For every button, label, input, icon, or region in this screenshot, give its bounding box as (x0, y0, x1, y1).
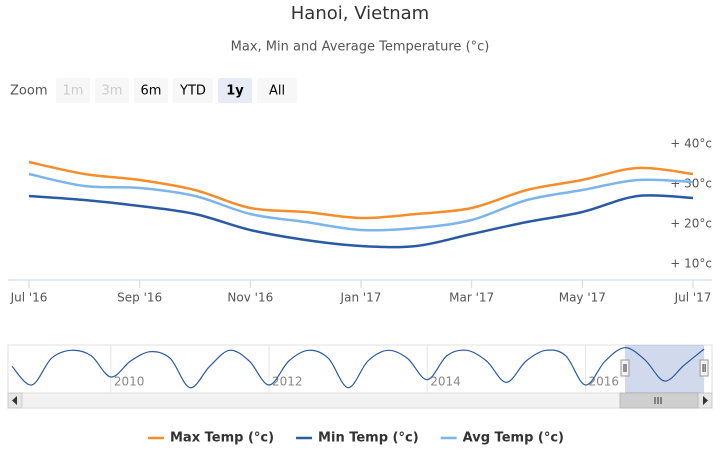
navigator-handle[interactable] (620, 359, 630, 377)
legend-item[interactable]: Max Temp (°c) (148, 431, 274, 446)
handle-grip (623, 364, 627, 372)
y-tick-label: + 10°c (670, 257, 712, 271)
legend-label: Max Temp (°c) (170, 431, 274, 446)
range-button[interactable]: All (257, 78, 297, 103)
legend-item[interactable]: Min Temp (°c) (296, 431, 419, 446)
x-tick-label: Mar '17 (449, 291, 494, 305)
range-button-label: 1y (226, 84, 244, 99)
navigator-frame (7, 344, 713, 394)
range-button-bg (218, 78, 252, 103)
legend-label: Min Temp (°c) (318, 431, 419, 446)
thumb-grip (654, 397, 662, 404)
navigator-line (11, 347, 705, 389)
x-tick-label: May '17 (559, 291, 606, 305)
legend-item[interactable]: Avg Temp (°c) (440, 431, 564, 446)
navigator-tick-label: 2012 (272, 375, 303, 389)
y-tick-label: + 20°c (670, 217, 712, 231)
scrollbar-track[interactable] (7, 392, 713, 409)
navigator-tick-label: 2010 (114, 375, 145, 389)
navigator-handle[interactable] (699, 359, 709, 377)
series-line (28, 160, 694, 220)
chart-title: Hanoi, Vietnam (291, 3, 429, 24)
range-button: 1m (56, 78, 90, 103)
range-button-label: 1m (63, 84, 84, 99)
range-button-label: 3m (102, 84, 123, 99)
range-button-label: YTD (179, 84, 206, 99)
x-tick-label: Jul '17 (674, 291, 712, 305)
zoom-label: Zoom (10, 84, 47, 99)
range-button-bg (173, 78, 213, 103)
handle-grip (702, 364, 706, 372)
navigator-selection[interactable] (624, 345, 705, 393)
x-tick-label: Jan '17 (340, 291, 382, 305)
range-button-label: All (269, 84, 285, 99)
arrow-right (703, 396, 708, 405)
range-button-bg (95, 78, 129, 103)
series-line (28, 172, 694, 232)
navigator-tick-label: 2014 (430, 375, 461, 389)
range-button: 3m (95, 78, 129, 103)
range-button[interactable]: 1y (218, 78, 252, 103)
range-button-label: 6m (141, 84, 162, 99)
range-button-bg (56, 78, 90, 103)
navigator-tick-label: 2016 (588, 375, 619, 389)
chart-subtitle: Max, Min and Average Temperature (°c) (231, 40, 490, 55)
x-tick-label: Sep '16 (117, 291, 162, 305)
range-button[interactable]: YTD (173, 78, 213, 103)
range-button[interactable]: 6m (134, 78, 168, 103)
legend-label: Avg Temp (°c) (463, 431, 564, 446)
arrow-left (12, 396, 17, 405)
x-tick-label: Jul '16 (10, 291, 48, 305)
range-button-bg (134, 78, 168, 103)
range-button-bg (257, 78, 297, 103)
y-tick-label: + 30°c (670, 177, 712, 191)
scroll-thumb[interactable] (619, 392, 699, 409)
y-tick-label: + 40°c (670, 137, 712, 151)
x-tick-label: Nov '16 (227, 291, 273, 305)
series-line (28, 194, 694, 249)
